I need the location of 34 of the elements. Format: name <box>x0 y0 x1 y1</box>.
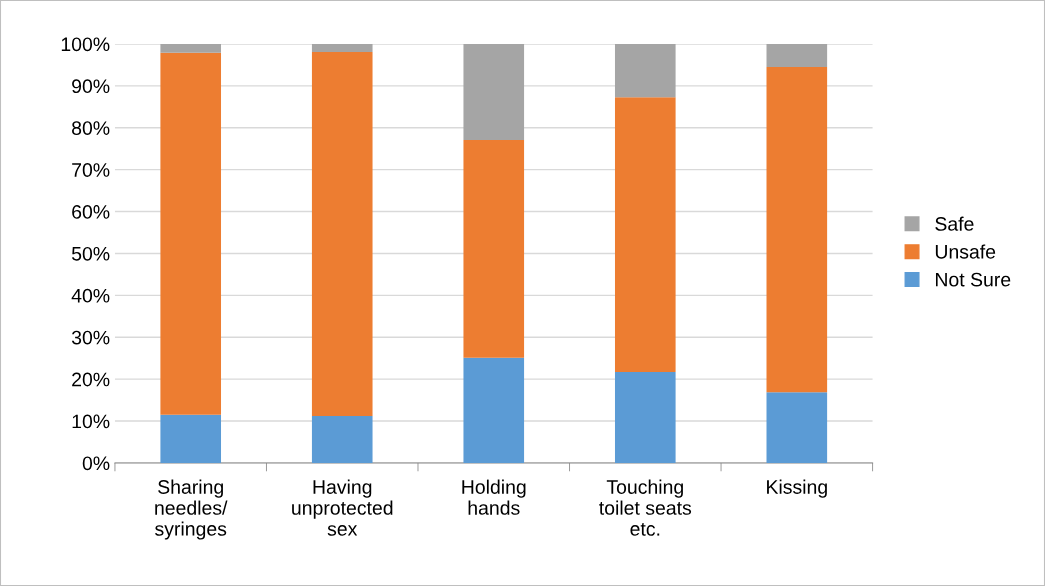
x-tick-label: Holding hands <box>462 479 526 515</box>
bar <box>766 43 828 67</box>
legend-label: Unsafe <box>935 244 996 259</box>
bar <box>160 414 222 463</box>
x-tick-label: Kissing <box>767 479 827 498</box>
bar <box>614 43 676 98</box>
y-tick-label: 70% <box>72 163 110 177</box>
x-tick-label: Having unprotected sex <box>292 479 393 536</box>
y-tick-label: 30% <box>71 330 110 345</box>
bar <box>614 97 676 373</box>
y-tick-label: 20% <box>72 372 110 387</box>
bar <box>766 392 828 463</box>
y-tick-label: 80% <box>72 121 110 135</box>
y-tick-label: 90% <box>72 79 110 94</box>
bar <box>311 43 373 52</box>
y-tick-label: 100% <box>61 37 110 52</box>
legend-label: Safe <box>935 216 974 231</box>
y-tick-label: 50% <box>71 246 110 261</box>
bar <box>463 357 525 463</box>
y-tick-label: 10% <box>72 414 110 429</box>
bar <box>160 52 222 415</box>
y-tick-label: 60% <box>72 205 110 219</box>
x-tick-label: Touching toilet seats etc. <box>599 479 692 536</box>
bar <box>614 372 676 463</box>
legend-label: Not Sure <box>935 272 1011 287</box>
bar <box>766 66 828 393</box>
bar <box>463 43 525 140</box>
bar <box>160 43 222 53</box>
y-tick-label: 40% <box>71 288 110 303</box>
bar <box>311 51 373 417</box>
bar <box>311 416 373 463</box>
y-tick-label: 0% <box>82 456 110 471</box>
bar <box>463 139 525 358</box>
x-tick-label: Sharing needles/ syringes <box>155 479 228 540</box>
